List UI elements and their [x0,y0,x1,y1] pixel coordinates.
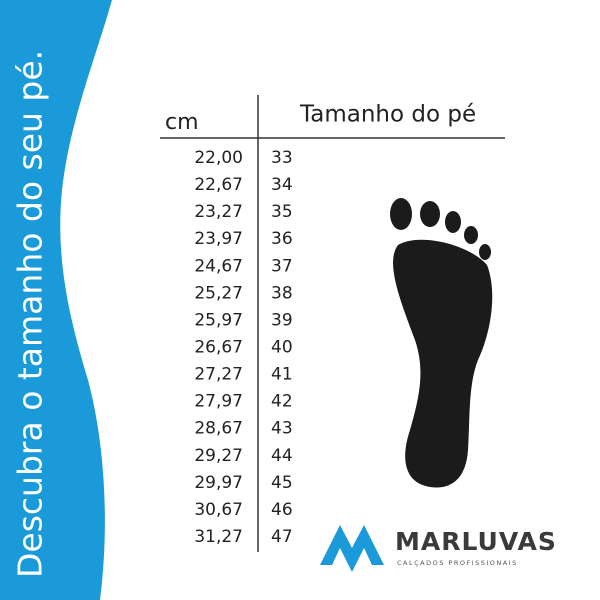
footprint [390,198,493,488]
size-cell: 38 [271,283,293,303]
size-cell: 46 [271,500,293,520]
size-cell: 44 [271,446,293,466]
cm-cell: 29,27 [194,446,243,466]
size-cell: 39 [271,310,293,330]
size-cell: 47 [271,527,293,547]
logo-name: MARLUVAS [395,527,557,556]
size-cell: 40 [271,338,293,358]
cm-cell: 25,27 [194,283,243,303]
size-cell: 36 [271,229,293,249]
cm-cell: 25,97 [194,310,243,330]
size-cell: 33 [271,148,293,168]
cm-cell: 24,67 [194,256,243,276]
size-cell: 37 [271,256,293,276]
size-cell: 43 [271,419,293,439]
cm-cell: 27,97 [194,392,243,412]
cm-cell: 26,67 [194,338,243,358]
cm-cell: 29,97 [194,473,243,493]
cm-cell: 31,27 [194,527,243,547]
size-cell: 35 [271,202,293,222]
cm-cell: 22,67 [194,175,243,195]
logo-icon [320,525,384,572]
size-cell: 41 [271,365,293,385]
header-cm: cm [165,110,199,135]
size-cell: 34 [271,175,293,195]
cm-cell: 22,00 [194,148,243,168]
size-cell: 45 [271,473,293,493]
sidebar-band [0,0,112,600]
cm-cell: 27,27 [194,365,243,385]
size-cell: 42 [271,392,293,412]
cm-cell: 30,67 [194,500,243,520]
header-size: Tamanho do pé [299,102,476,128]
logo-tagline: CALÇADOS PROFISSIONAIS [397,559,518,567]
cm-cell: 28,67 [194,419,243,439]
sidebar-text: Descubra o tamanho do seu pé. [11,50,50,578]
cm-cell: 23,27 [194,202,243,222]
cm-cell: 23,97 [194,229,243,249]
